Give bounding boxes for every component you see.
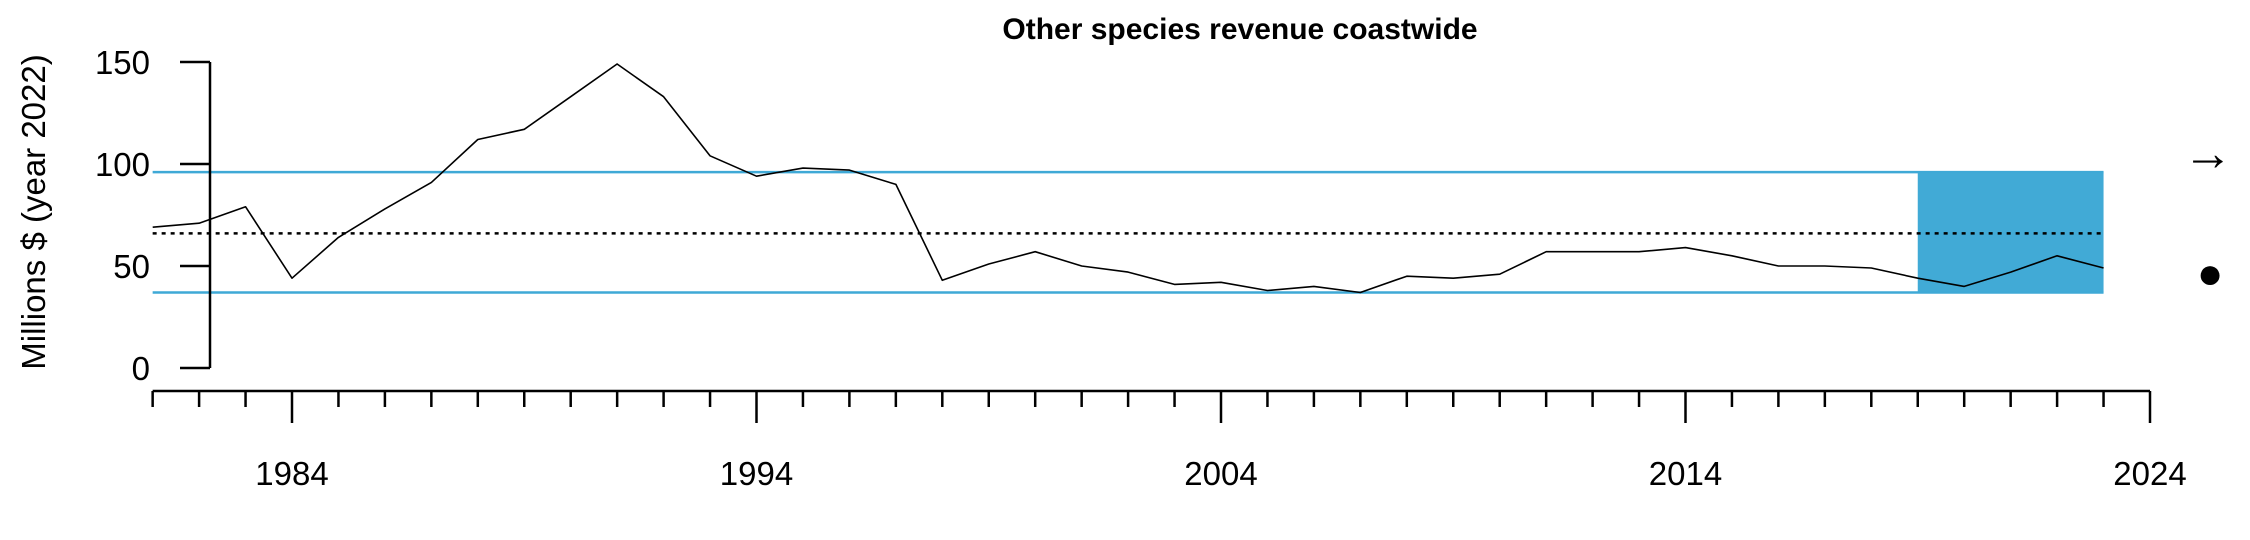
series-group [152, 63, 2104, 294]
reference-lines-group [152, 170, 2104, 294]
chart-title: Other species revenue coastwide [1002, 13, 1477, 46]
y-tick-label: 100 [95, 146, 150, 183]
x-axis: 1984 1994 2004 2014 2024 [151, 389, 2187, 492]
y-tick-label: 0 [132, 350, 150, 387]
x-tick-label: 2024 [2113, 455, 2186, 492]
y-tick-label: 50 [113, 248, 150, 285]
y-tick-label: 150 [95, 44, 150, 81]
x-tick-label: 1984 [255, 455, 328, 492]
x-tick-label: 1994 [720, 455, 793, 492]
y-axis-label: Millions $ (year 2022) [15, 54, 52, 369]
y-axis: 0 50 100 150 [95, 44, 212, 387]
x-tick-label: 2014 [1649, 455, 1722, 492]
series-line [152, 63, 2104, 294]
x-tick-label: 2004 [1184, 455, 1257, 492]
status-dot-icon: ● [2197, 249, 2224, 298]
trend-arrow-icon: → [2183, 125, 2233, 181]
